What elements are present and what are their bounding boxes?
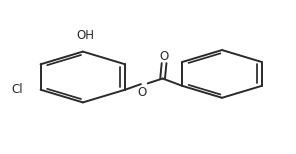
Text: O: O: [138, 86, 147, 99]
Text: O: O: [160, 50, 169, 63]
Text: Cl: Cl: [11, 83, 23, 96]
Text: OH: OH: [77, 29, 95, 42]
